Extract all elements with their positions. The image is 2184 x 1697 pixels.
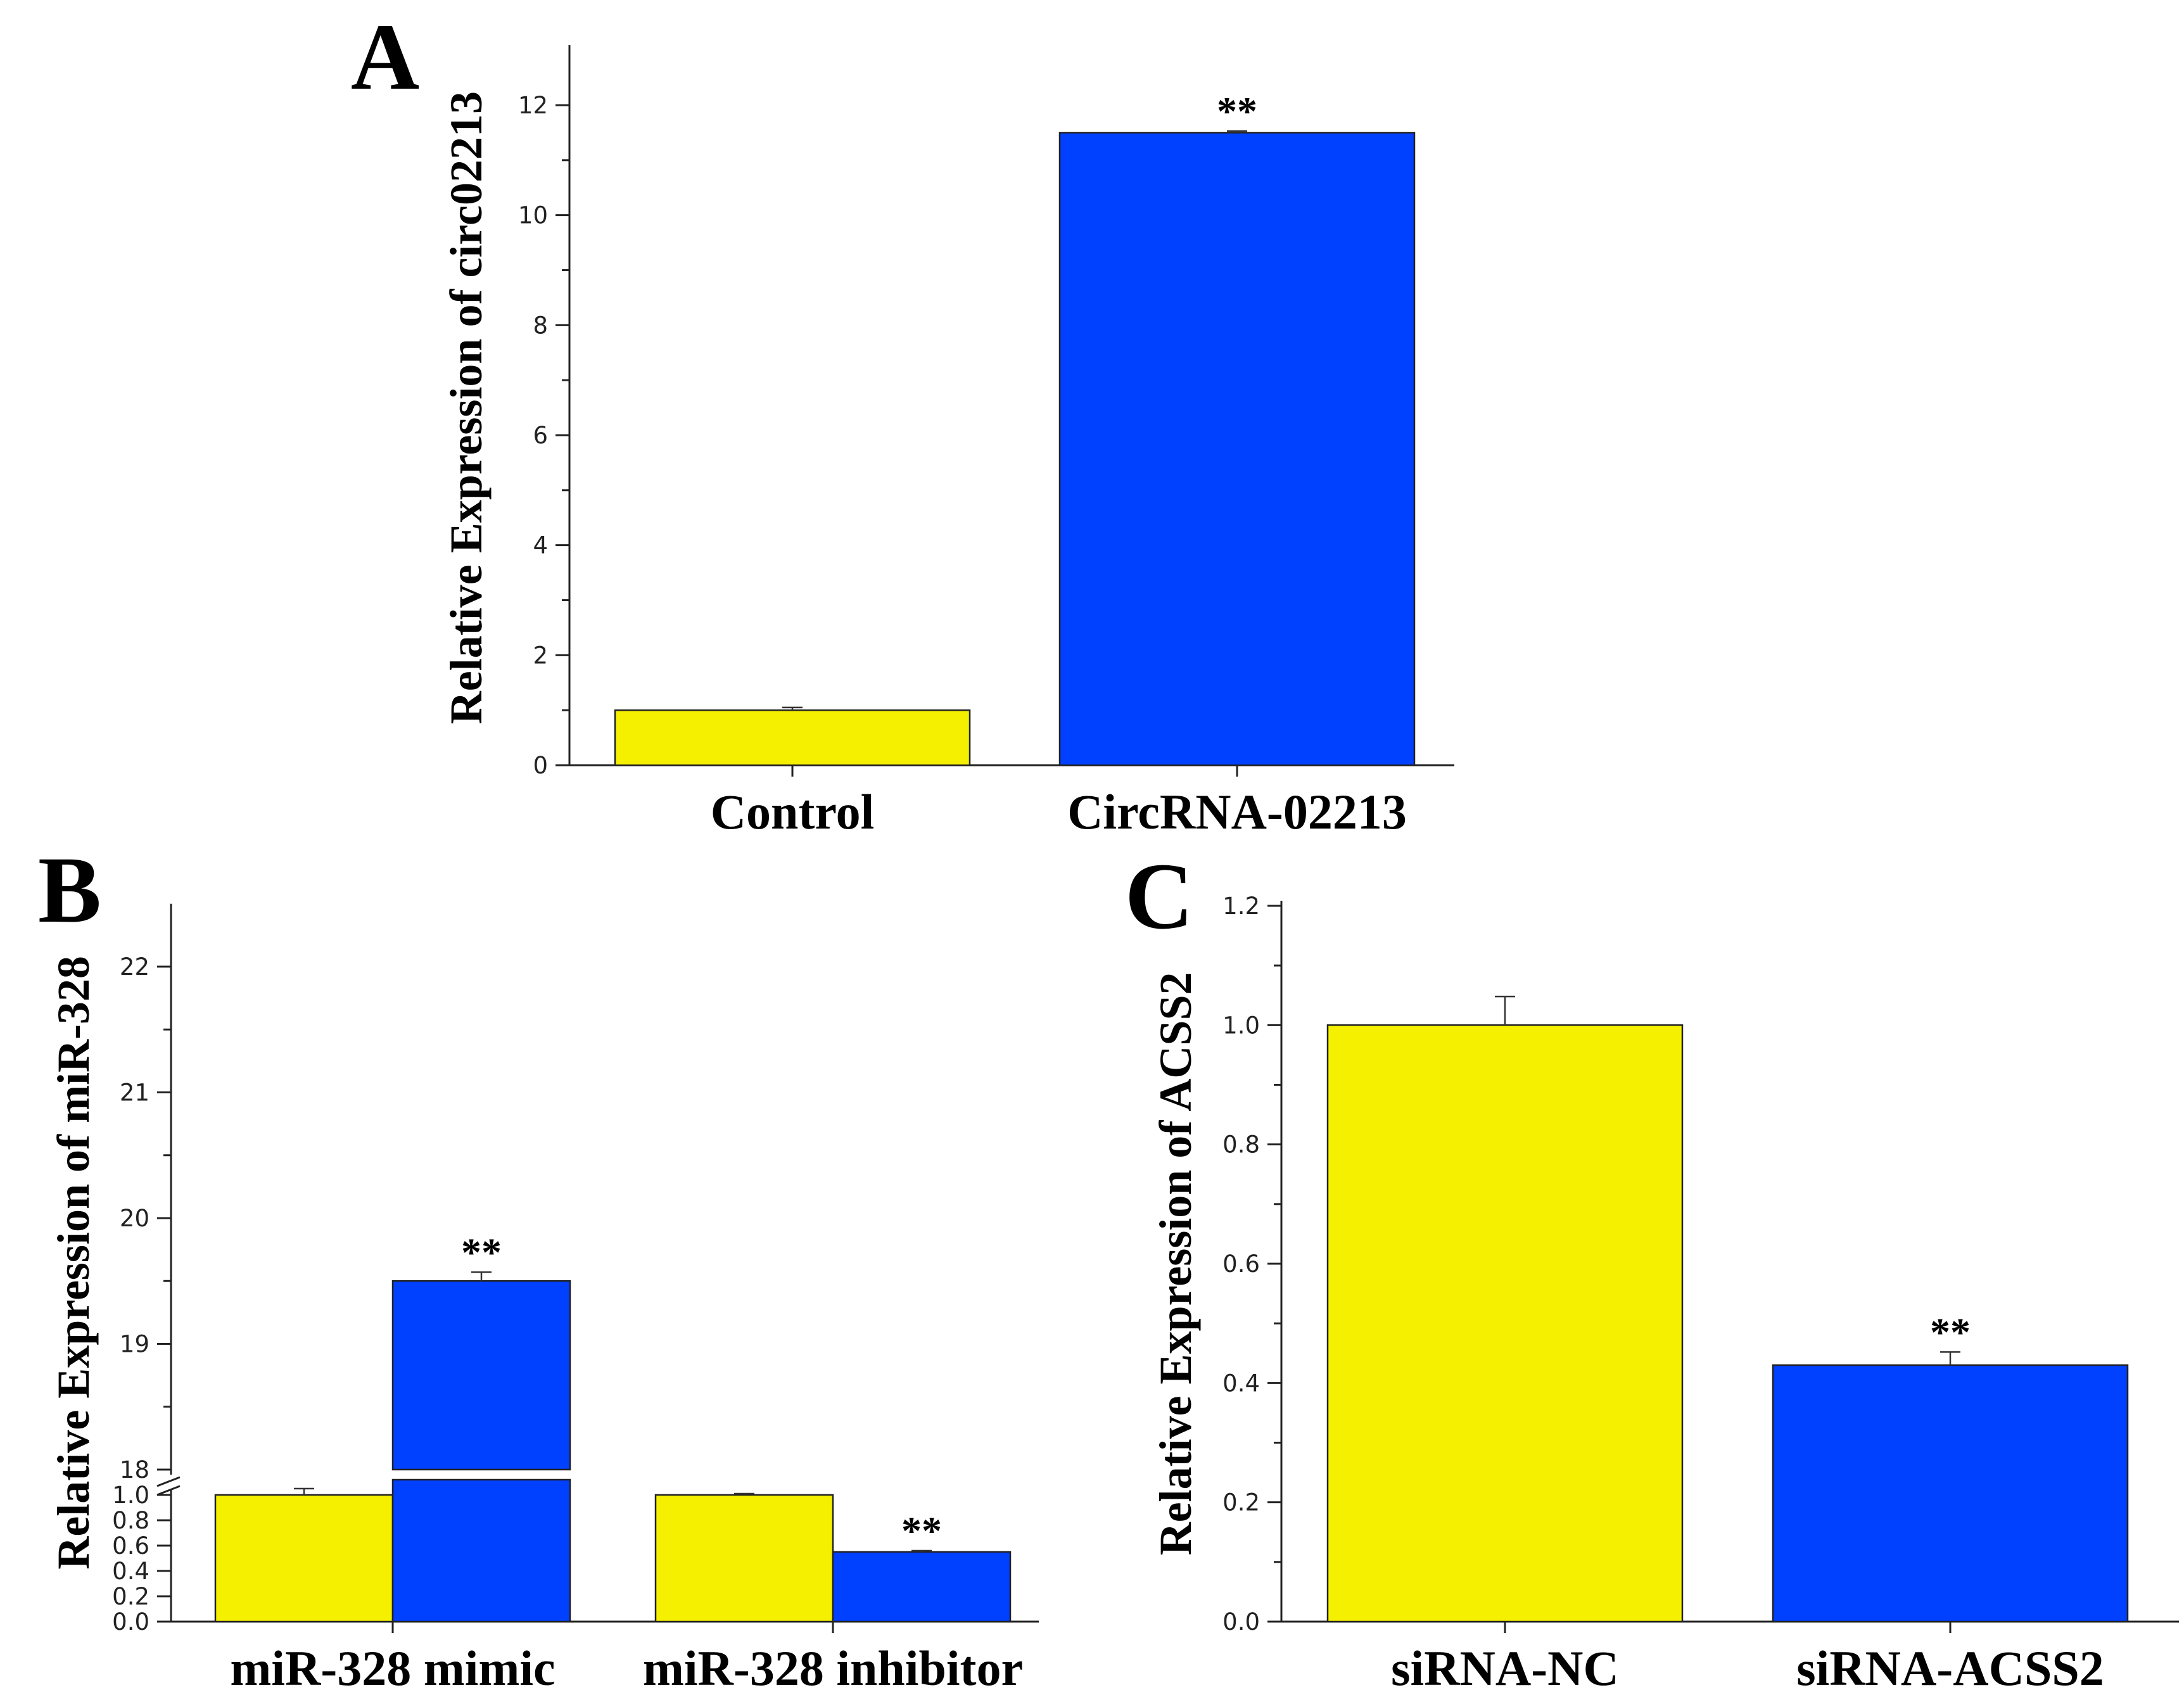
panel-c-y-tick-label: 0.2 [1222,1489,1260,1516]
panel-b-y-tick-label: 21 [120,1079,149,1107]
panel-b-significance: ** [901,1508,942,1553]
panel-c-panel-label: C [1125,844,1193,949]
panel-b-y-tick-label: 0.0 [112,1608,149,1636]
panel-b-y-tick-label: 0.4 [112,1558,149,1585]
panel-b-bar [654,1494,834,1623]
panel-b-axis-break-mark [156,1476,181,1487]
panel-b-bar [832,1551,1012,1623]
panel-a-y-tick-label: 8 [533,312,548,339]
panel-b-panel-label: B [38,837,101,943]
panel-a-y-tick-label: 0 [533,752,548,779]
panel-b-category-label: miR-328 mimic [230,1641,555,1696]
panel-a-bar [614,709,971,766]
panel-c-y-axis-label: Relative Expression of ACSS2 [1150,972,1201,1556]
panel-a-y-tick-label: 10 [518,202,548,229]
panel-b-y-tick-label: 20 [120,1205,149,1232]
panel-b-bar-upper-segment [391,1280,571,1471]
panel-b-y-tick-label: 0.2 [112,1583,149,1610]
panel-a-panel-label: A [351,4,419,110]
panel-c-y-tick-label: 0.4 [1222,1370,1260,1397]
panel-b-chart: 0.00.20.40.60.81.018 19 20 21 22 ** miR-328 mi… [38,837,1039,1696]
panel-a-chart: 0 2 4 6 8 10 12 Control ** CircRNA-02213 Relative … [351,4,1454,839]
panel-c-significance: ** [1930,1309,1971,1354]
panel-c-chart: 0.0 0.2 0.4 0.6 0.8 1.0 1.2 siRNA-NC ** siRNA-ACS… [1125,844,2179,1696]
panel-b-y-axis-label: Relative Expression of miR-328 [48,956,99,1570]
panel-a-category-label: CircRNA-02213 [1067,784,1407,839]
panel-c-y-tick-label: 0.8 [1222,1131,1260,1159]
panel-c-bar [1326,1024,1684,1623]
panel-c-bar [1772,1364,2129,1623]
panel-a-y-axis-label: Relative Expression of circ02213 [441,91,492,724]
panel-a-y-tick-label: 12 [518,92,548,119]
panel-b-y-tick-label: 19 [120,1331,149,1358]
panel-a-y-tick-label: 6 [533,422,548,449]
panel-a-y-tick-label: 2 [533,642,548,669]
panel-a-category-label: Control [711,784,875,839]
panel-b-category-label: miR-328 inhibitor [643,1641,1023,1696]
panel-b-axis-break-mark [156,1485,181,1496]
panel-a-y-tick-label: 4 [533,532,548,559]
panel-c-category-label: siRNA-NC [1391,1641,1619,1696]
panel-b-y-tick-label: 1.0 [112,1482,149,1509]
panel-c-y-tick-label: 1.2 [1222,893,1260,920]
panel-a-bar [1058,132,1416,766]
panel-b-bar-lower-segment [391,1478,571,1623]
panel-c-y-tick-label: 0.0 [1222,1608,1260,1636]
panel-b-y-tick-label: 0.8 [112,1507,149,1534]
panel-c-y-tick-label: 1.0 [1222,1012,1260,1039]
panel-b-y-tick-label: 22 [120,953,149,981]
panel-b-y-tick-label: 18 [120,1456,149,1484]
panel-a-significance: ** [1217,89,1257,134]
panel-c-y-tick-label: 0.6 [1222,1250,1260,1278]
panel-b-significance: ** [461,1230,502,1274]
panel-b-bar [214,1494,394,1623]
panel-c-category-label: siRNA-ACSS2 [1796,1641,2104,1696]
panel-b-y-tick-label: 0.6 [112,1532,149,1560]
